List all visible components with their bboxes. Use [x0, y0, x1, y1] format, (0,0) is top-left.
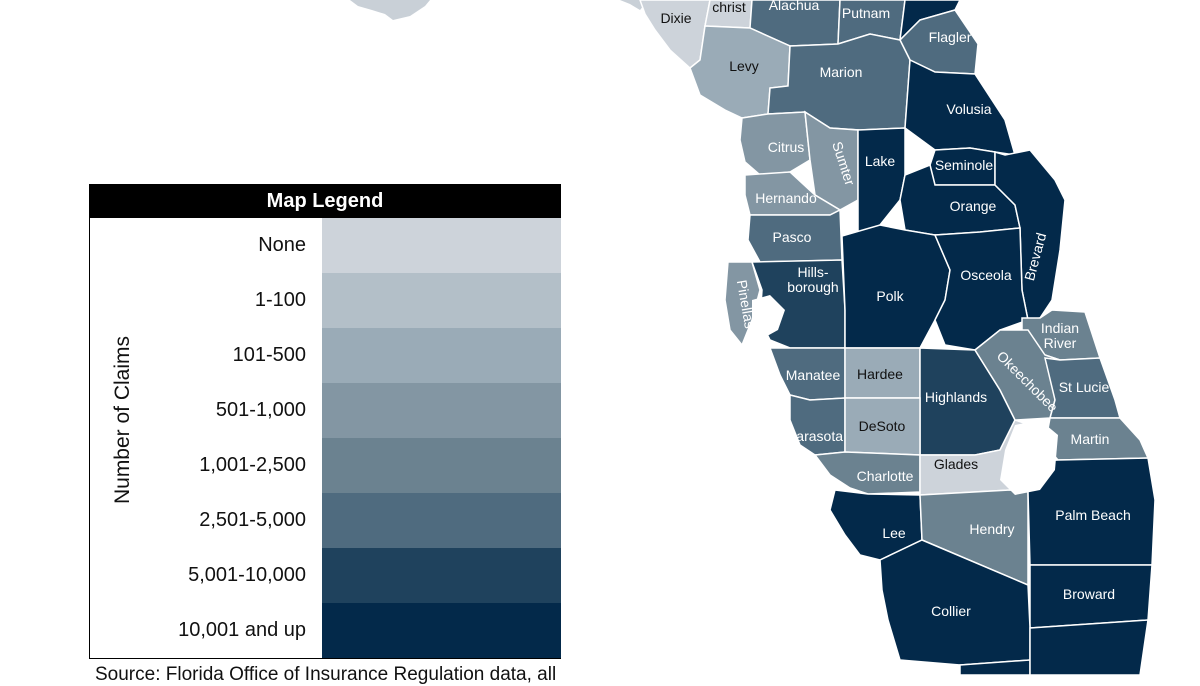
county-label: Pasco: [773, 229, 812, 245]
legend-bin-label: 101-500: [232, 344, 306, 366]
county-label: Hills-: [797, 264, 828, 280]
county-label: Levy: [729, 58, 759, 74]
legend-bin-label: 501-1,000: [215, 399, 306, 421]
county-label: Hernando: [755, 190, 817, 206]
county-volusia[interactable]: [904, 58, 1017, 156]
county-label: Palm Beach: [1055, 507, 1130, 523]
county-label: Polk: [876, 288, 904, 304]
county-label: Broward: [1063, 586, 1115, 602]
legend-swatch: [322, 493, 561, 548]
county-label: Citrus: [768, 139, 805, 155]
county-label: Collier: [931, 603, 971, 619]
legend-bin-label: 10,001 and up: [178, 619, 306, 641]
legend-row: 1-100: [90, 273, 561, 328]
legend-swatch: [322, 383, 561, 438]
legend-row: 501-1,000: [90, 383, 561, 438]
legend-rows: None 1-100 101-500 501-1,000 1,001-2,500 2,50…: [90, 218, 561, 658]
county-sarasota[interactable]: [789, 394, 846, 456]
legend-row: 5,001-10,000: [90, 548, 561, 603]
tampa-bay: [752, 295, 785, 340]
county-label: Putnam: [842, 5, 890, 21]
lake-okeechobee: [1000, 420, 1058, 495]
county-hendry[interactable]: [919, 489, 1029, 587]
legend-bin-label: 1,001-2,500: [199, 454, 306, 476]
county-label: Flagler: [929, 29, 972, 45]
county-label: River: [1044, 335, 1077, 351]
county-monroe[interactable]: [959, 659, 1031, 675]
county-label: Seminole: [935, 157, 994, 173]
county-label: Sarasota: [787, 428, 843, 444]
county-label: Lee: [882, 525, 906, 541]
county-miamidade[interactable]: [1029, 619, 1149, 675]
county-label: Martin: [1071, 431, 1110, 447]
county-label: Orange: [950, 198, 997, 214]
county-label: Manatee: [786, 367, 841, 383]
legend-row: 2,501-5,000: [90, 493, 561, 548]
legend-swatch: [322, 273, 561, 328]
legend-row: 101-500: [90, 328, 561, 383]
legend-title: Map Legend: [90, 185, 560, 218]
county-palmbeach[interactable]: [1027, 457, 1156, 566]
county-label: Highlands: [925, 389, 987, 405]
source-note: Source: Florida Office of Insurance Regu…: [95, 664, 557, 685]
legend-bin-label: 5,001-10,000: [188, 564, 306, 586]
county-label: Hardee: [857, 366, 903, 382]
map-legend: Map Legend Number of Claims None 1-100 101…: [89, 184, 561, 659]
county-label: Osceola: [960, 267, 1012, 283]
county-stlucie[interactable]: [1044, 357, 1121, 419]
panhandle-coast: [350, 0, 430, 20]
legend-bin-label: None: [258, 234, 306, 256]
county-label: Marion: [820, 64, 863, 80]
county-label: DeSoto: [859, 418, 906, 434]
legend-row: 10,001 and up: [90, 603, 561, 658]
county-sumter[interactable]: [804, 110, 859, 211]
county-label: christ: [712, 0, 746, 15]
county-label: borough: [787, 279, 838, 295]
county-polk[interactable]: [841, 224, 951, 349]
legend-bin-label: 2,501-5,000: [199, 509, 306, 531]
county-lake[interactable]: [857, 127, 906, 237]
county-label: Hendry: [969, 521, 1014, 537]
legend-row: 1,001-2,500: [90, 438, 561, 493]
legend-swatch: [322, 548, 561, 603]
county-label: Indian: [1041, 320, 1079, 336]
legend-swatch: [322, 603, 561, 658]
legend-bin-label: 1-100: [254, 289, 306, 311]
legend-swatch: [322, 438, 561, 493]
county-label: Lake: [865, 153, 896, 169]
county-label: Charlotte: [857, 468, 914, 484]
county-label: Alachua: [769, 0, 820, 13]
legend-swatch: [322, 328, 561, 383]
county-label: Dixie: [660, 10, 691, 26]
legend-row: None: [90, 218, 561, 273]
county-label: St Lucie: [1059, 379, 1110, 395]
legend-swatch: [322, 218, 561, 273]
county-charlotte[interactable]: [813, 451, 921, 495]
county-label: Glades: [934, 456, 978, 472]
county-label: Volusia: [946, 101, 991, 117]
